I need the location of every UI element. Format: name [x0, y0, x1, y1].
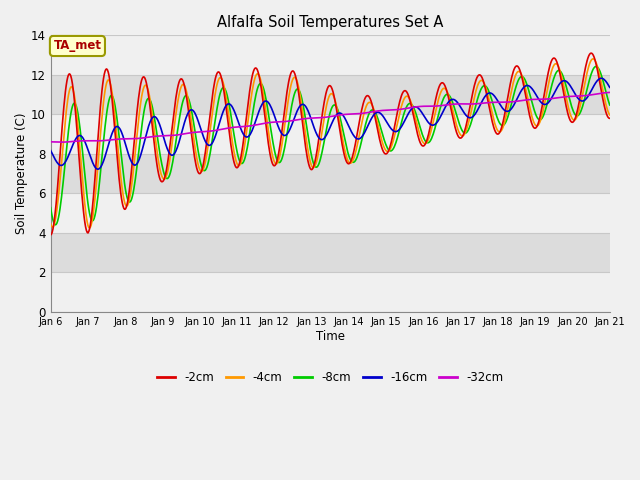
Bar	[51, 114, 610, 154]
Bar	[51, 233, 610, 273]
Bar	[51, 36, 610, 75]
Bar	[51, 273, 610, 312]
Bar	[51, 193, 610, 233]
Y-axis label: Soil Temperature (C): Soil Temperature (C)	[15, 113, 28, 234]
Text: TA_met: TA_met	[53, 39, 101, 52]
Bar	[51, 154, 610, 193]
Title: Alfalfa Soil Temperatures Set A: Alfalfa Soil Temperatures Set A	[217, 15, 444, 30]
Legend: -2cm, -4cm, -8cm, -16cm, -32cm: -2cm, -4cm, -8cm, -16cm, -32cm	[152, 367, 508, 389]
Bar	[51, 75, 610, 114]
X-axis label: Time: Time	[316, 330, 345, 343]
